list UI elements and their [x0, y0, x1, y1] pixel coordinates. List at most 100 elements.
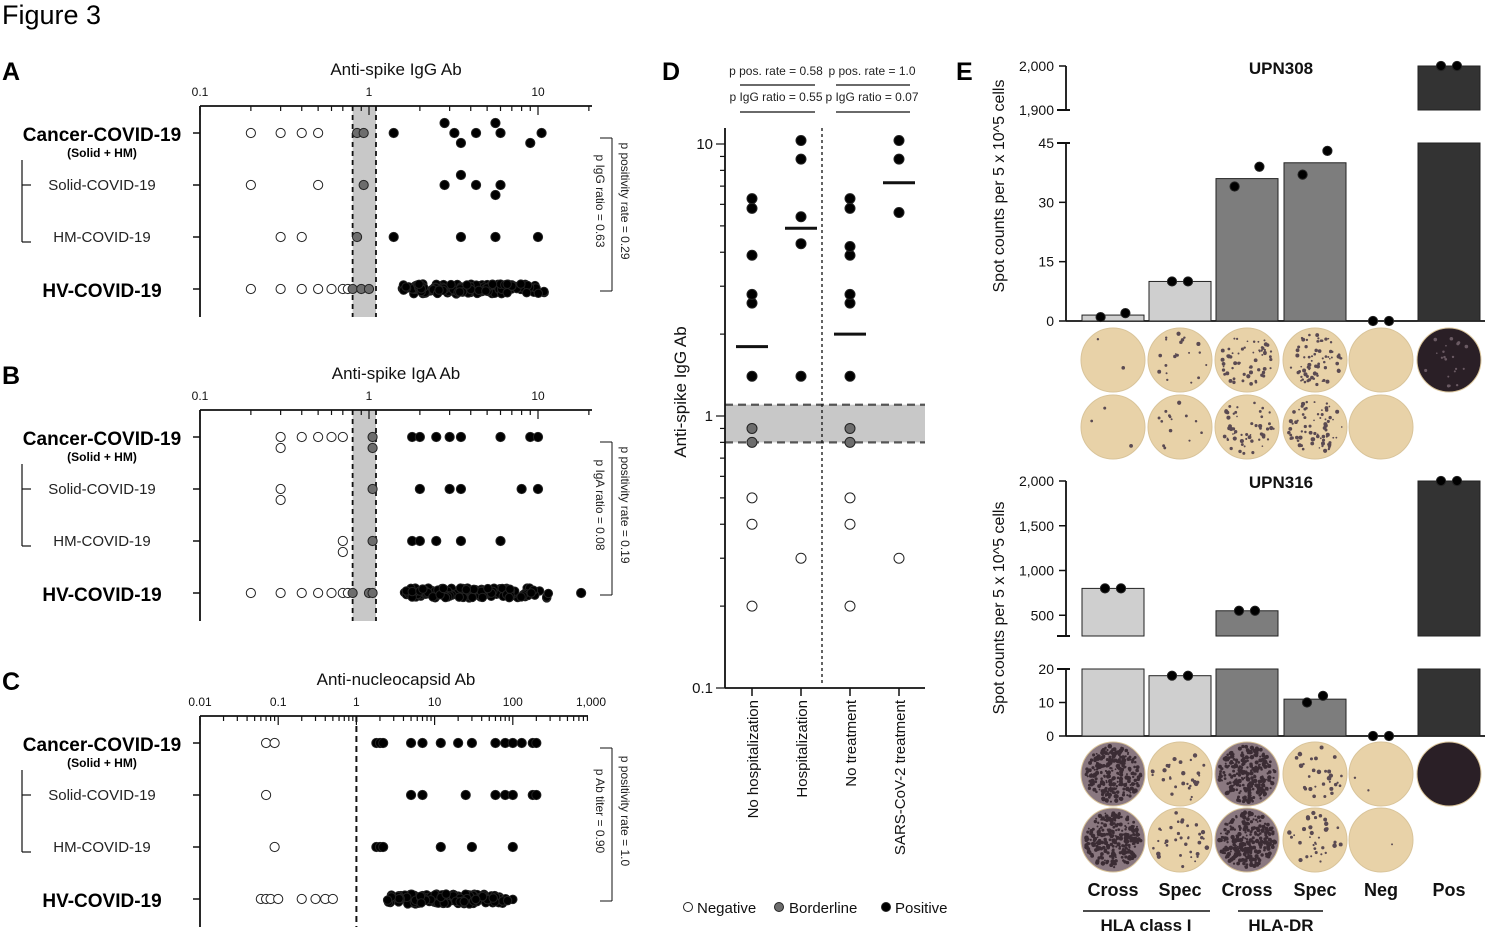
elispot-spot	[1323, 360, 1326, 364]
elispot-spot	[1257, 861, 1261, 866]
elispot-spot	[1103, 859, 1106, 862]
elispot-spot	[1287, 430, 1291, 435]
elispot-spot	[1096, 846, 1101, 851]
elispot-spot	[1228, 785, 1233, 790]
elispot-spot	[1135, 768, 1139, 773]
elispot-spot	[1118, 796, 1122, 801]
elispot-spot	[1254, 760, 1259, 765]
elispot-spot	[1304, 430, 1307, 434]
y-tick-label: 1,500	[1019, 518, 1054, 534]
elispot-spot	[1301, 413, 1305, 416]
elispot-spot	[1307, 775, 1311, 778]
elispot-spot	[1090, 419, 1094, 423]
x-tick-label: 0.1	[270, 695, 287, 709]
elispot-spot	[1158, 827, 1162, 831]
elispot-spot	[1245, 771, 1250, 777]
elispot-spot	[1118, 822, 1123, 827]
elispot-spot	[1118, 811, 1121, 814]
elispot-spot	[1329, 357, 1331, 360]
elispot-spot	[1162, 444, 1166, 448]
elispot-spot	[1131, 771, 1135, 776]
elispot-spot	[1238, 779, 1242, 782]
elispot-spot	[1236, 861, 1241, 866]
elispot-spot	[1247, 822, 1251, 826]
elispot-spot	[1136, 783, 1140, 788]
elispot-spot	[1244, 831, 1247, 834]
bar	[1283, 162, 1347, 322]
elispot-spot	[1103, 774, 1106, 778]
elispot-spot	[1264, 833, 1268, 837]
elispot-spot	[1122, 859, 1125, 862]
elispot-spot	[1335, 436, 1338, 439]
elispot-spot	[1106, 775, 1110, 779]
positive-point	[481, 286, 491, 296]
elispot-spot	[1222, 847, 1225, 850]
elispot-spot	[1232, 788, 1236, 792]
elispot-spot	[1249, 365, 1253, 369]
elispot-spot	[1263, 841, 1266, 844]
elispot-spot	[1117, 828, 1121, 832]
elispot-spot	[1449, 336, 1454, 341]
positive-point	[487, 279, 498, 289]
elispot-spot	[1455, 383, 1459, 387]
replicate-point	[1301, 697, 1313, 708]
elispot-spot	[1305, 855, 1309, 859]
elispot-spot	[1259, 755, 1262, 758]
positive-point	[504, 592, 514, 603]
elispot-spot	[1260, 814, 1265, 820]
replicate-point	[1254, 161, 1265, 172]
elispot-spot	[1114, 841, 1117, 844]
x-category-label: Cross	[1221, 880, 1272, 900]
replicate-point	[1297, 169, 1308, 180]
elispot-spot	[1453, 370, 1456, 373]
elispot-spot	[1086, 841, 1090, 846]
replicate-point	[1435, 475, 1447, 487]
elispot-spot	[1121, 366, 1126, 370]
elispot-spot	[1220, 779, 1224, 782]
elispot-spot	[1294, 420, 1298, 425]
elispot-spot	[1133, 756, 1137, 759]
replicate-point	[1451, 60, 1463, 72]
elispot-spot	[1258, 349, 1261, 352]
positive-point	[490, 737, 501, 749]
negative-point	[296, 893, 307, 905]
elispot-spot	[1266, 822, 1270, 827]
elispot-spot	[1086, 850, 1091, 854]
elispot-spot	[1297, 345, 1301, 349]
elispot-spot	[1263, 848, 1266, 852]
elispot-spot	[1251, 836, 1255, 840]
elispot-spot	[1249, 830, 1253, 834]
elispot-spot	[1228, 788, 1232, 792]
elispot-spot	[1157, 416, 1161, 420]
elispot-spot	[1089, 832, 1093, 836]
elispot-spot	[1253, 775, 1257, 779]
elispot-spot	[1196, 771, 1201, 775]
elispot-spot	[1298, 435, 1303, 440]
elispot-spot	[1170, 792, 1174, 796]
negative-point	[296, 127, 307, 139]
elispot-spot	[1115, 784, 1119, 788]
row-sublabel: (Solid + HM)	[67, 450, 137, 464]
pvalue-text: p IgA ratio = 0.08	[593, 459, 607, 550]
negative-point	[275, 283, 286, 295]
positive-point	[388, 127, 399, 139]
elispot-spot	[1109, 766, 1112, 770]
elispot-spot	[1109, 843, 1112, 846]
y-tick-label: 45	[1038, 135, 1054, 151]
elispot-spot	[1311, 437, 1316, 442]
elispot-spot	[1086, 775, 1089, 778]
elispot-spot	[1085, 767, 1089, 771]
elispot-spot	[1089, 838, 1092, 841]
bar	[1417, 65, 1481, 111]
elispot-spot	[1131, 758, 1135, 762]
elispot-spot	[1315, 843, 1317, 845]
y-tick-label: 0	[1046, 313, 1054, 329]
elispot-spot	[1226, 840, 1229, 844]
elispot-spot	[1202, 763, 1206, 767]
elispot-spot	[1223, 773, 1227, 777]
elispot-spot	[1225, 854, 1230, 859]
elispot-spot	[1125, 786, 1130, 792]
elispot-spot	[1258, 747, 1263, 752]
elispot-spot	[1188, 351, 1191, 354]
elispot-spot	[1110, 859, 1115, 864]
